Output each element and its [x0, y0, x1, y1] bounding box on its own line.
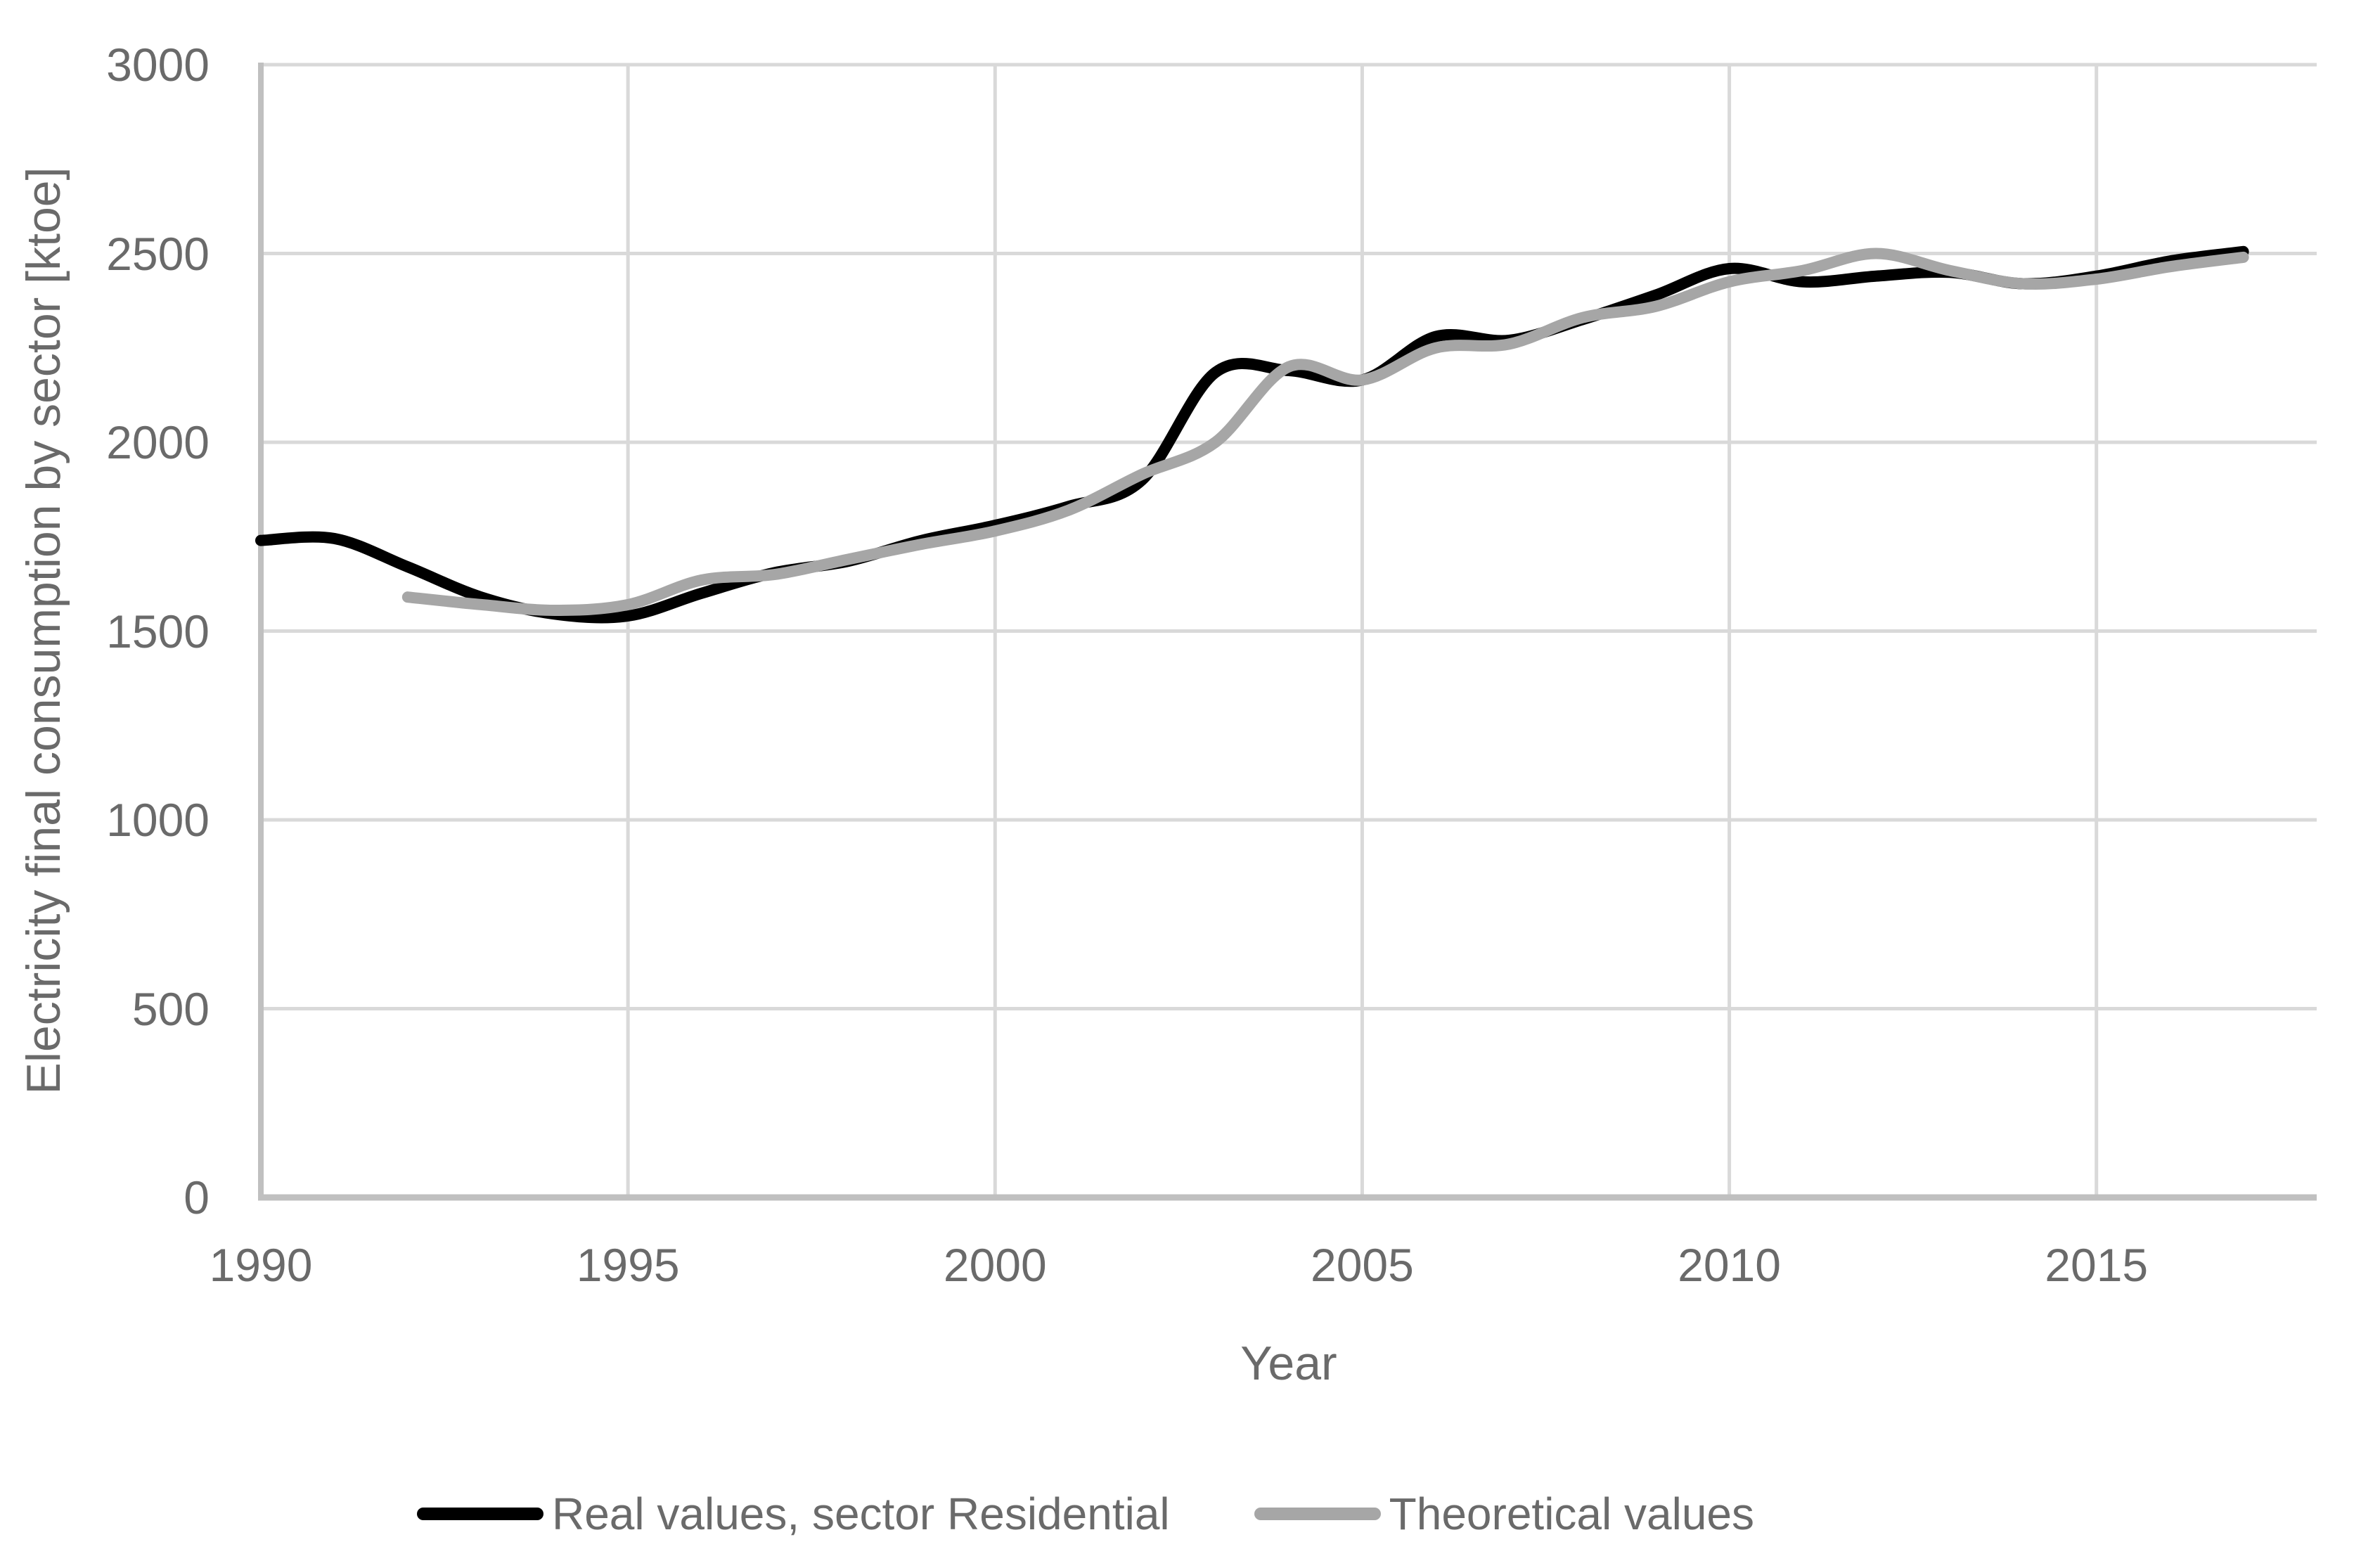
- x-tick-label: 1990: [209, 1239, 313, 1291]
- series-line-theoretical: [401, 248, 2249, 616]
- y-tick-label: 500: [131, 982, 210, 1035]
- y-tick-label: 2000: [106, 416, 210, 468]
- legend: Real values, sector Residential Theoreti…: [0, 1482, 2266, 1545]
- y-axis-title: Electricity final consumption by sector …: [17, 167, 70, 1095]
- legend-label-theoretical: Theoretical values: [1389, 1489, 1755, 1539]
- x-tick-label: 2010: [1678, 1239, 1781, 1291]
- x-tick-label: 1995: [576, 1239, 680, 1291]
- legend-line-sample-theoretical: [1254, 1508, 1381, 1520]
- y-tick-label: 1000: [106, 794, 210, 846]
- y-tick-label: 2500: [106, 227, 210, 280]
- y-tick-label: 3000: [106, 39, 210, 91]
- x-tick-label: 2005: [1311, 1239, 1414, 1291]
- x-axis-title: Year: [1240, 1337, 1337, 1390]
- legend-line-sample-real: [416, 1508, 543, 1520]
- legend-label-real: Real values, sector Residential: [551, 1489, 1170, 1539]
- legend-item-theoretical: Theoretical values: [1254, 1488, 1754, 1540]
- y-tick-label: 1500: [106, 605, 210, 657]
- x-tick-label: 2000: [943, 1239, 1047, 1291]
- legend-item-real: Real values, sector Residential: [416, 1488, 1170, 1540]
- x-tick-label: 2015: [2045, 1239, 2149, 1291]
- series-line-real: [255, 245, 2249, 624]
- y-tick-label: 0: [184, 1171, 210, 1223]
